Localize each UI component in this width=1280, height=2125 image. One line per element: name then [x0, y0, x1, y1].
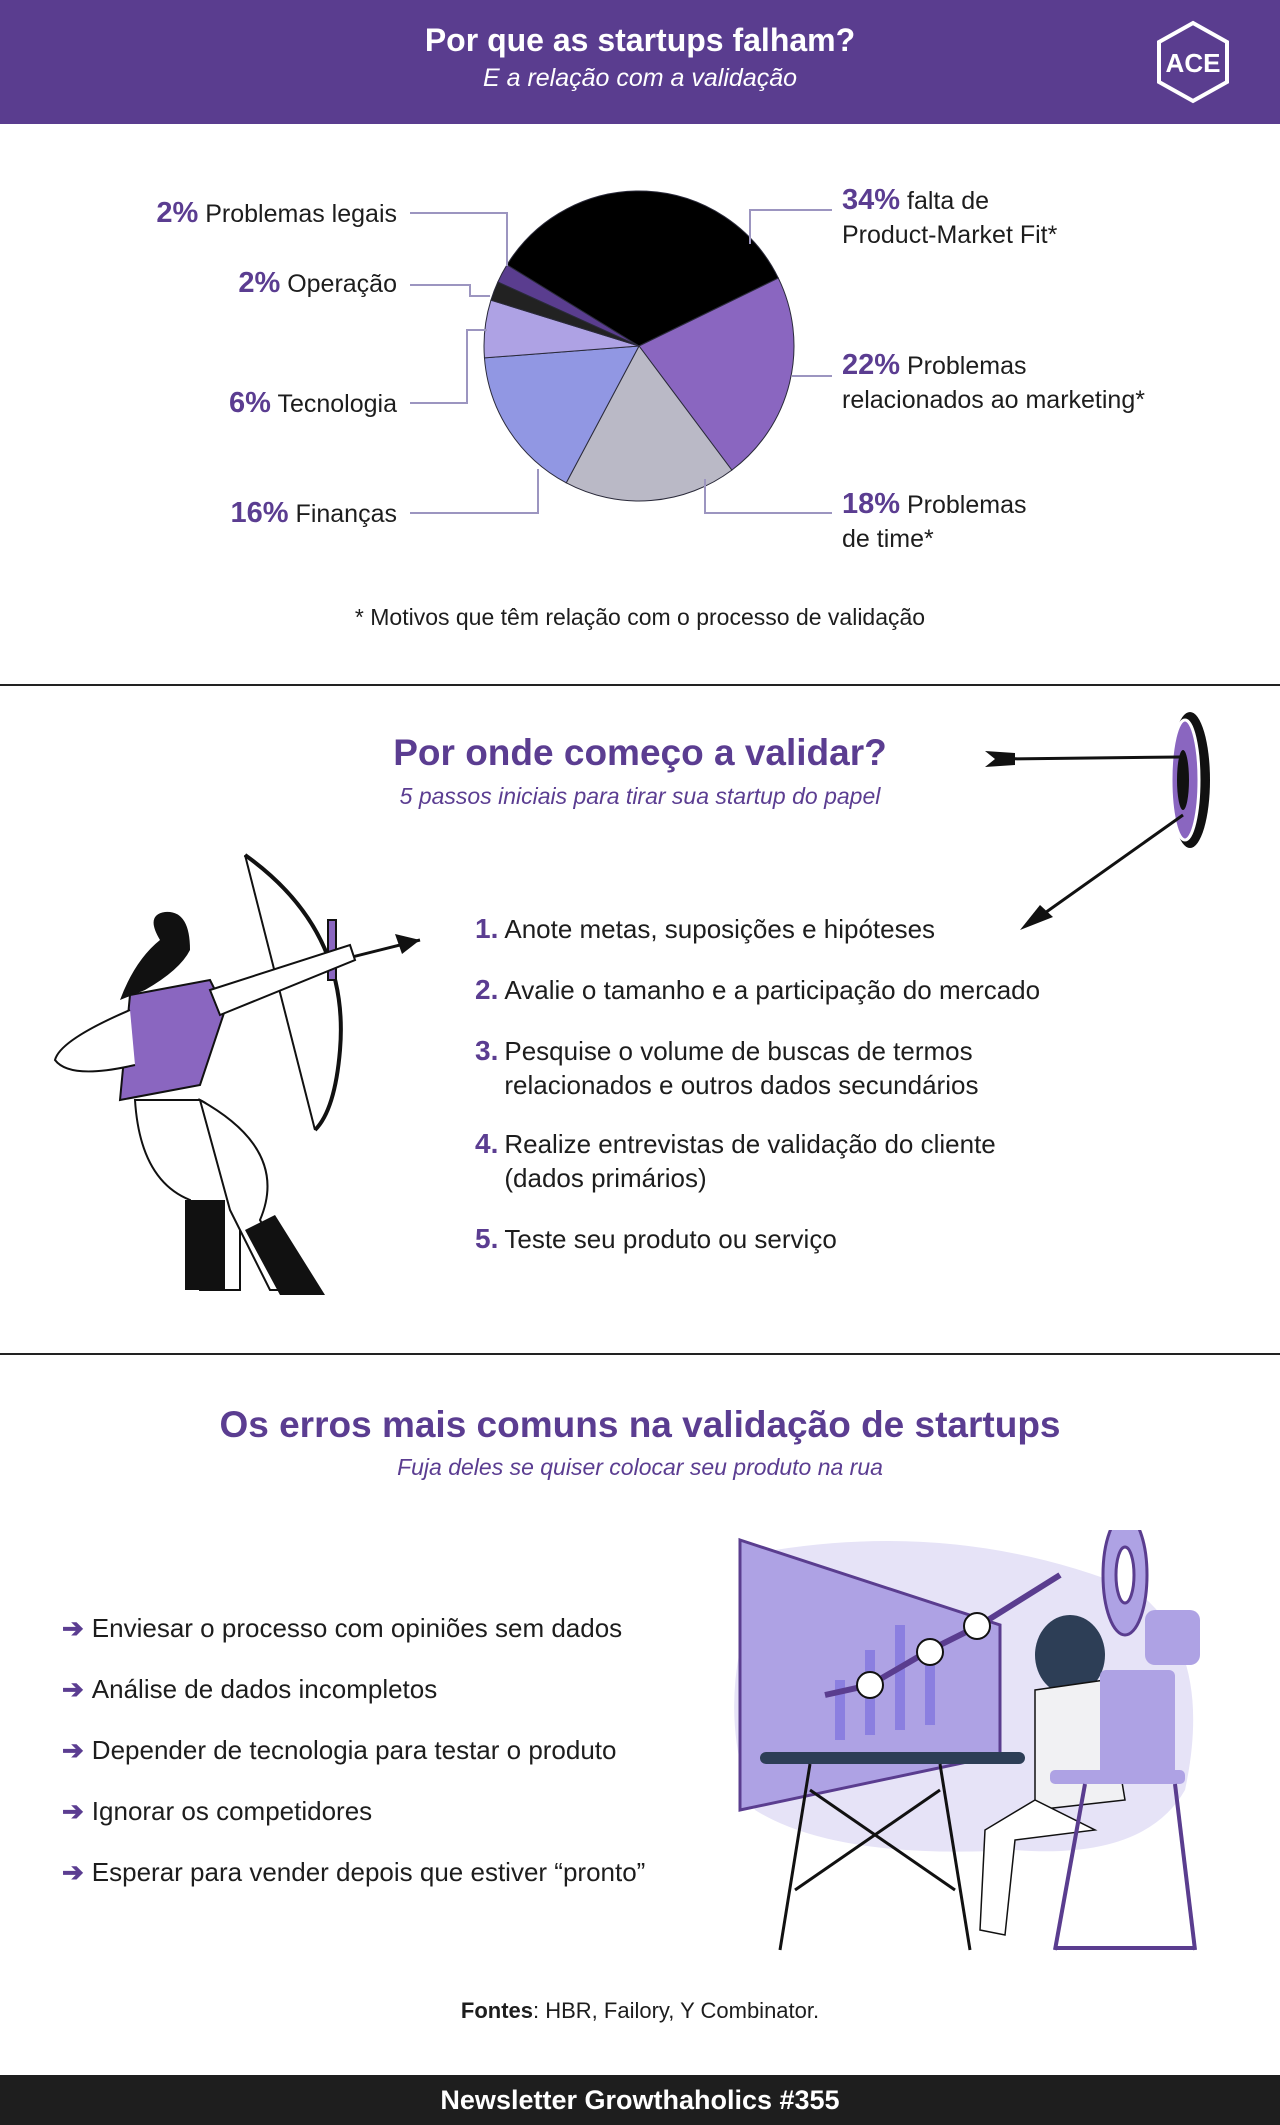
pie-slice-3: [483, 345, 640, 484]
footer-bar: Newsletter Growthaholics #355: [0, 2075, 1280, 2125]
error-item: ➔ Depender de tecnologia para testar o pr…: [62, 1735, 617, 1765]
chart-footnote: * Motivos que têm relação com o processo…: [354, 604, 926, 630]
label-tecnologia: 6% Tecnologia: [229, 387, 397, 419]
label-pmf: 34% falta de Product-Market Fit*: [842, 184, 1058, 249]
archer-illustration: [53, 853, 421, 1295]
leader-line-tecnologia: [410, 329, 487, 404]
leader-lines: [410, 209, 832, 514]
errors-subtitle: Fuja deles se quiser colocar seu produto…: [397, 1454, 883, 1480]
error-item: ➔ Ignorar os competidores: [62, 1796, 373, 1826]
arrow-right-icon: ➔: [62, 1735, 84, 1765]
steps-title: Por onde começo a validar?: [393, 732, 887, 773]
step-item: 3. Pesquise o volume de buscas de termos r…: [475, 1035, 979, 1100]
svg-text:ACE: ACE: [1166, 48, 1221, 78]
leader-line-financas: [410, 469, 539, 514]
label-marketing: 22% Problemas relacionados ao marketing*: [842, 349, 1145, 414]
pie-slice-2: [565, 345, 733, 502]
divider: [0, 1353, 1280, 1355]
errors-title: Os erros mais comuns na validação de sta…: [219, 1404, 1061, 1445]
divider: [0, 684, 1280, 686]
leader-line-legal: [410, 212, 508, 266]
arrow-right-icon: ➔: [62, 1796, 84, 1826]
label-time: 18% Problemas de time*: [842, 488, 1027, 553]
arrow-right-icon: ➔: [62, 1613, 84, 1643]
header-banner: [0, 0, 1280, 124]
error-item: ➔ Enviesar o processo com opiniões sem da…: [62, 1613, 623, 1643]
arrow-right-icon: ➔: [62, 1857, 84, 1887]
steps-subtitle: 5 passos iniciais para tirar sua startup…: [399, 783, 881, 809]
error-item: ➔ Análise de dados incompletos: [62, 1674, 438, 1704]
ace-logo: ACE: [1157, 20, 1229, 104]
sources: Fontes: HBR, Failory, Y Combinator.: [460, 1998, 820, 2023]
pie-chart: [410, 190, 832, 514]
pie-slice-0: [506, 190, 779, 347]
pie-slice-1: [638, 277, 795, 471]
leader-line-pmf: [749, 209, 832, 244]
step-item: 2. Avalie o tamanho e a participação do m…: [475, 974, 1041, 1005]
step-item: 5. Teste seu produto ou serviço: [475, 1223, 837, 1254]
arrow-right-icon: ➔: [62, 1674, 84, 1704]
leader-line-time: [704, 479, 832, 514]
step-item: 1. Anote metas, suposições e hipóteses: [475, 913, 936, 944]
page-subtitle: E a relação com a validação: [482, 64, 798, 92]
label-legal: 2% Problemas legais: [156, 197, 397, 229]
label-financas: 16% Finanças: [230, 497, 397, 529]
analytics-desk-illustration: [734, 1530, 1200, 1951]
target-arrows-illustration: [985, 712, 1210, 930]
step-item: 4. Realize entrevistas de validação do cl…: [475, 1128, 996, 1193]
label-operacao: 2% Operação: [238, 267, 397, 299]
page-title: Por que as startups falham?: [424, 22, 856, 58]
error-item: ➔ Esperar para vender depois que estiver …: [62, 1857, 646, 1887]
leader-line-operacao: [410, 284, 490, 297]
